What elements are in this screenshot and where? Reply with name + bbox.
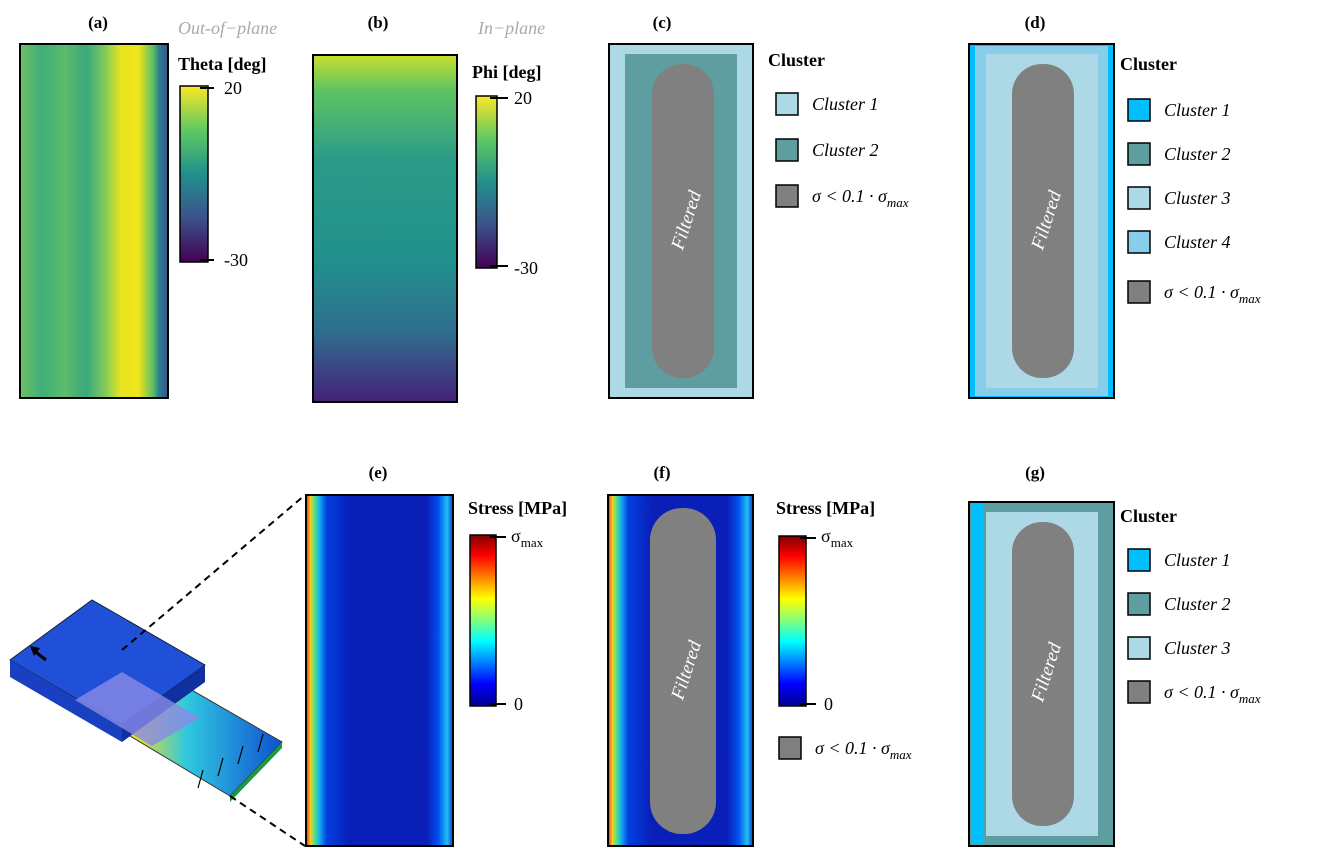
colorbar: [180, 86, 208, 262]
panel-label: (d): [1025, 13, 1046, 32]
legend-label: Cluster 3: [1164, 638, 1231, 658]
subscript: max: [1239, 291, 1261, 306]
panel-label: (g): [1025, 463, 1045, 482]
legend-swatch: [776, 93, 798, 115]
legend-label: Cluster 1: [1164, 550, 1231, 570]
colorbar-tick-label: -30: [224, 250, 248, 270]
legend-swatch: [1128, 281, 1150, 303]
panel-label: (a): [88, 13, 108, 32]
sigma: σ: [821, 526, 831, 546]
cluster-region: [971, 504, 983, 844]
colorbar: [779, 536, 806, 706]
legend-swatch: [1128, 231, 1150, 253]
legend-label: Cluster 3: [1164, 188, 1231, 208]
subscript: max: [1239, 691, 1261, 706]
panel-note: Out-of−plane: [178, 18, 277, 38]
legend-swatch: [1128, 549, 1150, 571]
filter-text: σ < 0.1 · σ: [812, 186, 888, 206]
legend-label: σ < 0.1 · σmax: [1164, 682, 1261, 706]
colorbar-max: σmax: [511, 526, 544, 550]
legend-label: σ < 0.1 · σmax: [812, 186, 909, 210]
specimen-sketch: [10, 495, 305, 846]
legend-swatch: [776, 185, 798, 207]
legend-swatch: [776, 139, 798, 161]
filter-text: σ < 0.1 · σ: [1164, 282, 1240, 302]
figure: (a) Out-of−plane Theta [deg] 20 -30 (b) …: [0, 0, 1320, 848]
subscript: max: [521, 535, 544, 550]
colorbar-title: Stress [MPa]: [468, 498, 567, 518]
legend-swatch: [1128, 637, 1150, 659]
legend-swatch: [1128, 187, 1150, 209]
legend-label: σ < 0.1 · σmax: [815, 738, 912, 762]
panel-label: (b): [368, 13, 389, 32]
subscript: max: [831, 535, 854, 550]
theta-map: [20, 44, 168, 398]
panel-label: (e): [369, 463, 388, 482]
colorbar-title: Stress [MPa]: [776, 498, 875, 518]
legend-label: Cluster 2: [1164, 144, 1231, 164]
legend-label: Cluster 1: [1164, 100, 1231, 120]
phi-map: [313, 55, 457, 402]
legend-label: Cluster 1: [812, 94, 879, 114]
colorbar-min: 0: [514, 694, 523, 714]
colorbar-tick-label: 20: [224, 78, 242, 98]
legend-title: Cluster: [1120, 506, 1177, 526]
subscript: max: [887, 195, 909, 210]
legend-swatch: [1128, 593, 1150, 615]
filter-text: σ < 0.1 · σ: [1164, 682, 1240, 702]
legend-swatch: [1128, 681, 1150, 703]
legend-swatch: [1128, 143, 1150, 165]
subscript: max: [890, 747, 912, 762]
colorbar-tick-label: -30: [514, 258, 538, 278]
legend-label: Cluster 2: [812, 140, 879, 160]
panel-label: (c): [653, 13, 672, 32]
colorbar-tick-label: 20: [514, 88, 532, 108]
legend-swatch: [1128, 99, 1150, 121]
colorbar: [476, 96, 497, 268]
colorbar-max: σmax: [821, 526, 854, 550]
colorbar-title: Theta [deg]: [178, 54, 267, 74]
colorbar-title: Phi [deg]: [472, 62, 542, 82]
panel-label: (f): [654, 463, 671, 482]
stress-map: [306, 495, 453, 846]
sigma: σ: [511, 526, 521, 546]
legend-label: Cluster 4: [1164, 232, 1231, 252]
panel-note: In−plane: [477, 18, 545, 38]
colorbar-min: 0: [824, 694, 833, 714]
legend-title: Cluster: [768, 50, 825, 70]
filter-text: σ < 0.1 · σ: [815, 738, 891, 758]
legend-title: Cluster: [1120, 54, 1177, 74]
legend-swatch: [779, 737, 801, 759]
legend-label: Cluster 2: [1164, 594, 1231, 614]
colorbar: [470, 535, 496, 706]
legend-label: σ < 0.1 · σmax: [1164, 282, 1261, 306]
